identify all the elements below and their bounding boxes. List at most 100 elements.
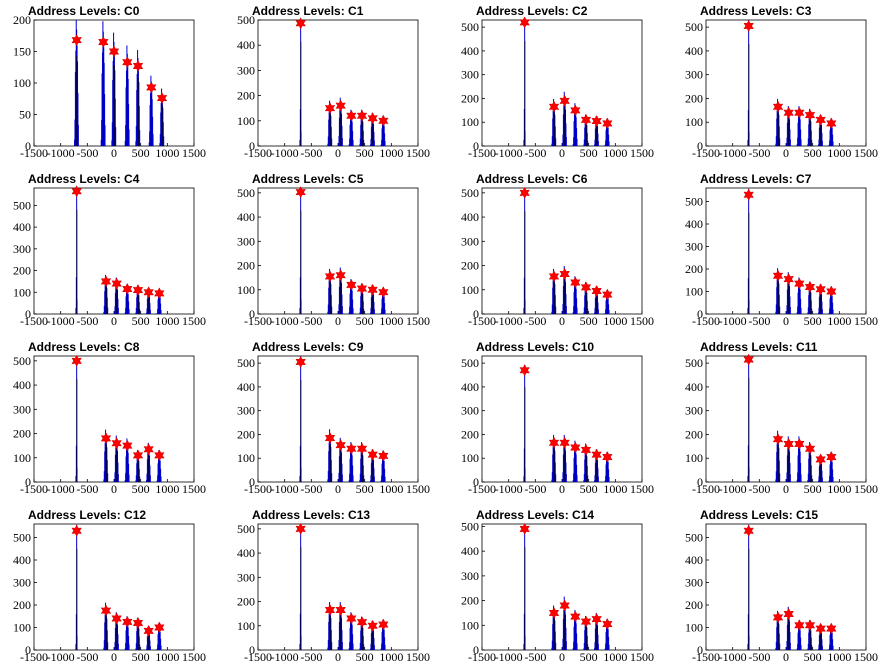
y-tick-label: 200: [13, 264, 31, 278]
y-tick-label: 50: [19, 108, 31, 122]
x-tick-label: 0: [783, 314, 789, 328]
x-tick-label: -500: [300, 482, 322, 496]
y-tick-label: 500: [685, 195, 703, 209]
peak-marker: [772, 269, 784, 282]
x-tick-label: 1500: [630, 314, 654, 328]
peak-marker: [154, 449, 165, 462]
y-tick-label: 300: [461, 404, 479, 418]
y-tick-label: 100: [685, 621, 703, 635]
peak-marker: [602, 117, 613, 130]
x-tick-label: -500: [76, 650, 98, 664]
y-tick-label: 200: [237, 89, 255, 103]
peak-marker: [356, 616, 368, 629]
x-tick-label: 1500: [406, 482, 430, 496]
peak-marker: [772, 611, 784, 624]
y-tick-label: 300: [685, 404, 703, 418]
panel-title: Address Levels: C0: [28, 4, 140, 18]
x-tick-label: 1500: [630, 650, 654, 664]
x-tick-label: 1500: [854, 314, 878, 328]
plot-frame: [257, 187, 419, 315]
y-tick-label: 300: [461, 68, 479, 82]
y-tick-label: 200: [13, 13, 31, 27]
y-tick-label: 300: [461, 569, 479, 583]
panel-title: Address Levels: C13: [252, 508, 371, 522]
x-tick-label: -1000: [719, 146, 747, 160]
peak-marker: [591, 448, 602, 461]
peak-marker: [815, 453, 826, 466]
peak-marker: [815, 622, 826, 635]
panel-title: Address Levels: C15: [700, 508, 819, 522]
x-tick-label: 0: [335, 146, 341, 160]
x-tick-label: -500: [524, 314, 546, 328]
peak-marker: [132, 284, 144, 297]
y-tick-label: 500: [461, 519, 479, 533]
y-tick-label: 400: [685, 217, 703, 231]
x-tick-label: 0: [783, 482, 789, 496]
y-tick-label: 500: [237, 522, 255, 536]
x-tick-label: -500: [300, 650, 322, 664]
y-tick-label: 400: [13, 220, 31, 234]
x-tick-label: -500: [76, 482, 98, 496]
y-tick-label: 0: [249, 475, 255, 489]
peak-marker: [804, 442, 816, 455]
panel-title: Address Levels: C10: [476, 340, 595, 354]
peak-marker: [324, 102, 336, 115]
peak-marker: [71, 185, 82, 198]
x-tick-label: 1000: [379, 482, 403, 496]
peak-marker: [772, 100, 784, 113]
histogram-panel: -1500 -1000 -500 0 500 1000 1500 0 100 200 300 400 5…: [224, 168, 448, 336]
peak-marker: [794, 619, 805, 632]
histogram-plot: -1500-1000 -500 0 500 1000 1500 0 50 100 150 200: [13, 13, 206, 160]
x-tick-label: -1500: [244, 482, 272, 496]
x-tick-label: -1500: [692, 314, 720, 328]
peak-marker: [570, 441, 581, 454]
peak-marker: [783, 607, 794, 621]
peak-marker: [335, 603, 346, 617]
y-tick-label: 0: [697, 475, 703, 489]
x-tick-label: -500: [524, 482, 546, 496]
peak-marker: [156, 92, 168, 105]
x-tick-label: 1000: [155, 482, 179, 496]
y-tick-label: 300: [237, 404, 255, 418]
peak-marker: [378, 618, 389, 631]
x-tick-label: 0: [111, 146, 117, 160]
peak-marker: [794, 277, 805, 290]
x-tick-label: -1000: [271, 314, 299, 328]
panel-title: Address Levels: C14: [476, 508, 595, 522]
y-tick-label: 0: [473, 139, 479, 153]
peak-marker: [804, 280, 816, 294]
y-tick-label: 100: [461, 451, 479, 465]
peak-marker: [602, 450, 613, 464]
histogram-plot: -1500-1000 -500 0 500 1000 1500 0 100 200 300 400 5…: [461, 355, 654, 496]
x-tick-label: -500: [748, 314, 770, 328]
peak-marker: [580, 281, 592, 294]
plot-frame: [705, 523, 867, 651]
y-tick-label: 0: [25, 139, 31, 153]
x-tick-label: -1500: [244, 314, 272, 328]
x-tick-label: -500: [76, 314, 98, 328]
histogram-plot: -1500-1000 -500 0 500 1000 1500 0 100 200 300 400 5…: [13, 523, 206, 664]
histogram-plot: -1500-1000 -500 0 500 1000 1500 0 100 200 300 400 5…: [237, 186, 430, 328]
y-tick-label: 200: [237, 595, 255, 609]
x-tick-label: -500: [748, 650, 770, 664]
histogram-panel: -1500 -1000 -500 0 500 1000 1500 0 100 200 300 400 5…: [0, 336, 224, 504]
y-tick-label: 200: [461, 594, 479, 608]
y-tick-label: 200: [685, 598, 703, 612]
peak-marker: [324, 270, 336, 283]
peak-marker: [108, 45, 120, 58]
y-tick-label: 0: [249, 643, 255, 657]
peak-marker: [783, 106, 794, 119]
y-tick-label: 150: [13, 45, 31, 59]
y-tick-label: 500: [13, 354, 31, 368]
plot-frame: [481, 19, 643, 147]
plot-frame: [33, 523, 195, 651]
peak-marker: [548, 436, 560, 449]
histogram-panel: -1500 -1000 -500 0 500 1000 1500 0 100 200 300 400 5…: [672, 336, 896, 504]
x-tick-label: 0: [559, 314, 565, 328]
x-tick-label: 1000: [379, 650, 403, 664]
panel-title: Address Levels: C8: [28, 340, 140, 354]
histogram-plot: -1500-1000 -500 0 500 1000 1500 0 100 200 300 400 5…: [685, 523, 878, 664]
x-tick-label: -1000: [47, 314, 75, 328]
y-tick-label: 500: [237, 13, 255, 27]
x-tick-label: 0: [783, 650, 789, 664]
